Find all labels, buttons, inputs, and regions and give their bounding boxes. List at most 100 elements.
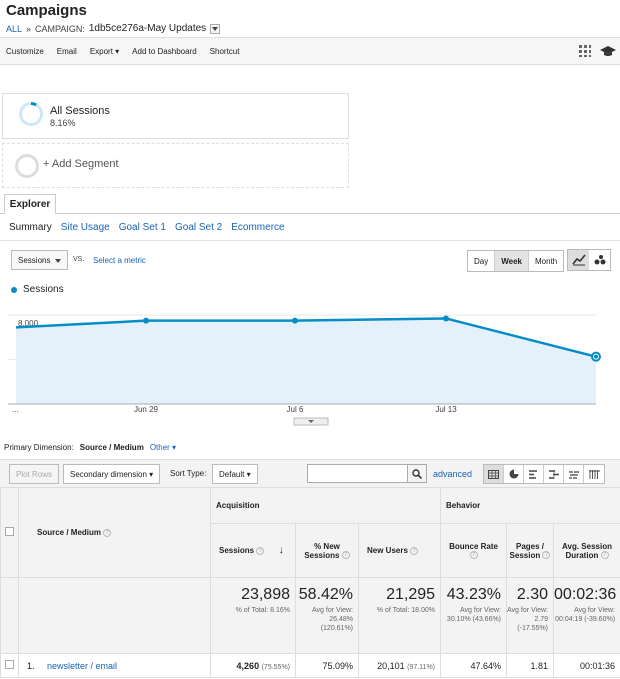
email-button[interactable]: Email xyxy=(57,47,77,56)
help-icon[interactable]: ? xyxy=(410,547,418,555)
metric-select-value: Sessions xyxy=(18,256,50,265)
bounce-rate-column-header[interactable]: Bounce Rate? xyxy=(441,524,507,578)
pages-session-column-header[interactable]: Pages / Session ? xyxy=(507,524,554,578)
table-group-header-row: Source / Medium ? Acquisition Behavior xyxy=(1,488,620,524)
help-icon[interactable]: ? xyxy=(470,551,478,559)
help-icon[interactable]: ? xyxy=(542,551,550,559)
period-selector: Day Week Month xyxy=(467,250,564,272)
totals-new-sessions-cell: 58.42% Avg for View: 26.48% (120.61%) xyxy=(296,578,359,654)
totals-new-users-cell: 21,295 % of Total: 18.00% xyxy=(359,578,441,654)
totals-new-users-value: 21,295 xyxy=(359,586,435,604)
data-point xyxy=(292,318,298,324)
new-sessions-column-header[interactable]: % New Sessions ? xyxy=(296,524,359,578)
table-view-selector xyxy=(483,464,605,484)
totals-duration-value: 00:02:36 xyxy=(554,586,615,604)
row-duration-cell: 00:01:36 xyxy=(554,654,620,678)
x-tick-label: Jul 6 xyxy=(287,405,304,414)
subtab-ecommerce[interactable]: Ecommerce xyxy=(231,222,284,233)
select-all-checkbox[interactable] xyxy=(5,527,14,536)
row-source-link[interactable]: newsletter / email xyxy=(47,661,117,671)
data-point xyxy=(443,315,449,321)
new-users-column-header[interactable]: New Users ? xyxy=(359,524,441,578)
totals-new-users-sub: % of Total: 18.00% xyxy=(359,606,435,615)
term-cloud-view-icon[interactable] xyxy=(564,465,584,483)
grid-dots-icon[interactable] xyxy=(578,44,592,58)
advanced-filter-link[interactable]: advanced xyxy=(433,469,472,479)
sessions-column-header[interactable]: Sessions ? ↓ xyxy=(211,524,296,578)
primary-dimension-row: Primary Dimension: Source / Medium Other… xyxy=(4,443,176,452)
shortcut-button[interactable]: Shortcut xyxy=(210,47,240,56)
primary-dimension-other[interactable]: Other ▾ xyxy=(150,443,176,452)
export-button[interactable]: Export ▾ xyxy=(90,47,119,56)
subtab-site-usage[interactable]: Site Usage xyxy=(61,222,110,233)
add-segment-label[interactable]: + Add Segment xyxy=(43,158,119,170)
sort-descending-icon[interactable]: ↓ xyxy=(279,545,284,556)
report-table: Source / Medium ? Acquisition Behavior S… xyxy=(0,487,620,678)
plot-rows-button[interactable]: Plot Rows xyxy=(9,464,59,484)
totals-pages-sub: Avg for View: 2.79 (-17.55%) xyxy=(507,606,548,633)
pivot-view-icon[interactable] xyxy=(584,465,604,483)
campaign-dropdown-button[interactable] xyxy=(210,24,220,34)
page-title: Campaigns xyxy=(6,2,87,19)
table-toolbar: Plot Rows Secondary dimension ▾ Sort Typ… xyxy=(0,459,620,487)
chart-type-selector xyxy=(567,249,611,271)
vs-label: VS. xyxy=(73,256,84,263)
series-area-fill xyxy=(16,318,596,404)
help-icon[interactable]: ? xyxy=(256,547,264,555)
totals-pages-cell: 2.30 Avg for View: 2.79 (-17.55%) xyxy=(507,578,554,654)
row-new-users-value: 20,101 xyxy=(377,661,405,671)
line-chart-icon[interactable] xyxy=(568,250,589,270)
table-row: 1. newsletter / email 4,260 (75.55%) 75.… xyxy=(1,654,620,678)
breadcrumb-campaign-label: CAMPAIGN: xyxy=(35,24,85,34)
add-segment-box[interactable]: + Add Segment xyxy=(2,143,349,188)
help-icon[interactable]: ? xyxy=(601,551,609,559)
graduation-cap-icon[interactable] xyxy=(600,44,614,58)
performance-view-icon[interactable] xyxy=(524,465,544,483)
breadcrumb: ALL » CAMPAIGN: 1db5ce276a-May Updates xyxy=(6,23,220,34)
subtab-goal-set-1[interactable]: Goal Set 1 xyxy=(119,222,166,233)
data-table-view-icon[interactable] xyxy=(484,465,504,483)
segment-all-sessions[interactable]: All Sessions 8.16% xyxy=(2,93,349,139)
segment-label: All Sessions xyxy=(50,105,110,117)
sort-type-dropdown[interactable]: Default ▾ xyxy=(212,464,258,484)
tab-explorer[interactable]: Explorer xyxy=(4,194,56,214)
bounce-rate-header-label: Bounce Rate xyxy=(449,542,498,551)
pie-chart-view-icon[interactable] xyxy=(504,465,524,483)
period-month-button[interactable]: Month xyxy=(529,251,563,271)
search-icon[interactable] xyxy=(407,465,426,482)
source-medium-header[interactable]: Source / Medium ? xyxy=(19,488,211,578)
subtab-summary[interactable]: Summary xyxy=(9,222,52,233)
row-index: 1. xyxy=(27,661,35,671)
secondary-dimension-dropdown[interactable]: Secondary dimension ▾ xyxy=(63,464,160,484)
row-sessions-cell: 4,260 (75.55%) xyxy=(211,654,296,678)
row-new-users-cell: 20,101 (97.11%) xyxy=(359,654,441,678)
period-week-button[interactable]: Week xyxy=(495,251,529,271)
row-sessions-pct: (75.55%) xyxy=(262,664,290,671)
subtab-goal-set-2[interactable]: Goal Set 2 xyxy=(175,222,222,233)
help-icon[interactable]: ? xyxy=(342,551,350,559)
row-new-sessions-cell: 75.09% xyxy=(296,654,359,678)
avg-duration-column-header[interactable]: Avg. Session Duration ? xyxy=(554,524,620,578)
segment-progress-icon xyxy=(19,102,43,126)
data-point-center xyxy=(594,355,598,359)
help-icon[interactable]: ? xyxy=(103,529,111,537)
period-day-button[interactable]: Day xyxy=(468,251,495,271)
add-to-dashboard-button[interactable]: Add to Dashboard xyxy=(132,47,197,56)
explorer-subtabs: Summary Site Usage Goal Set 1 Goal Set 2… xyxy=(9,222,285,233)
table-search-input[interactable] xyxy=(307,464,427,483)
row-sessions-value: 4,260 xyxy=(237,661,260,671)
customize-button[interactable]: Customize xyxy=(6,47,44,56)
acquisition-group-header: Acquisition xyxy=(211,488,441,524)
motion-chart-icon[interactable] xyxy=(589,250,610,270)
select-a-metric-link[interactable]: Select a metric xyxy=(93,256,146,265)
row-checkbox[interactable] xyxy=(5,660,14,669)
breadcrumb-all-link[interactable]: ALL xyxy=(6,24,22,34)
new-sessions-header-label: % New Sessions xyxy=(304,542,340,560)
totals-bounce-value: 43.23% xyxy=(441,586,501,604)
x-tick-label: ... xyxy=(12,405,19,414)
metric-select[interactable]: Sessions xyxy=(11,250,68,270)
comparison-view-icon[interactable] xyxy=(544,465,564,483)
primary-dimension-value[interactable]: Source / Medium xyxy=(80,443,144,452)
row-pages-cell: 1.81 xyxy=(507,654,554,678)
pages-session-header-label: Pages / Session xyxy=(510,542,544,560)
